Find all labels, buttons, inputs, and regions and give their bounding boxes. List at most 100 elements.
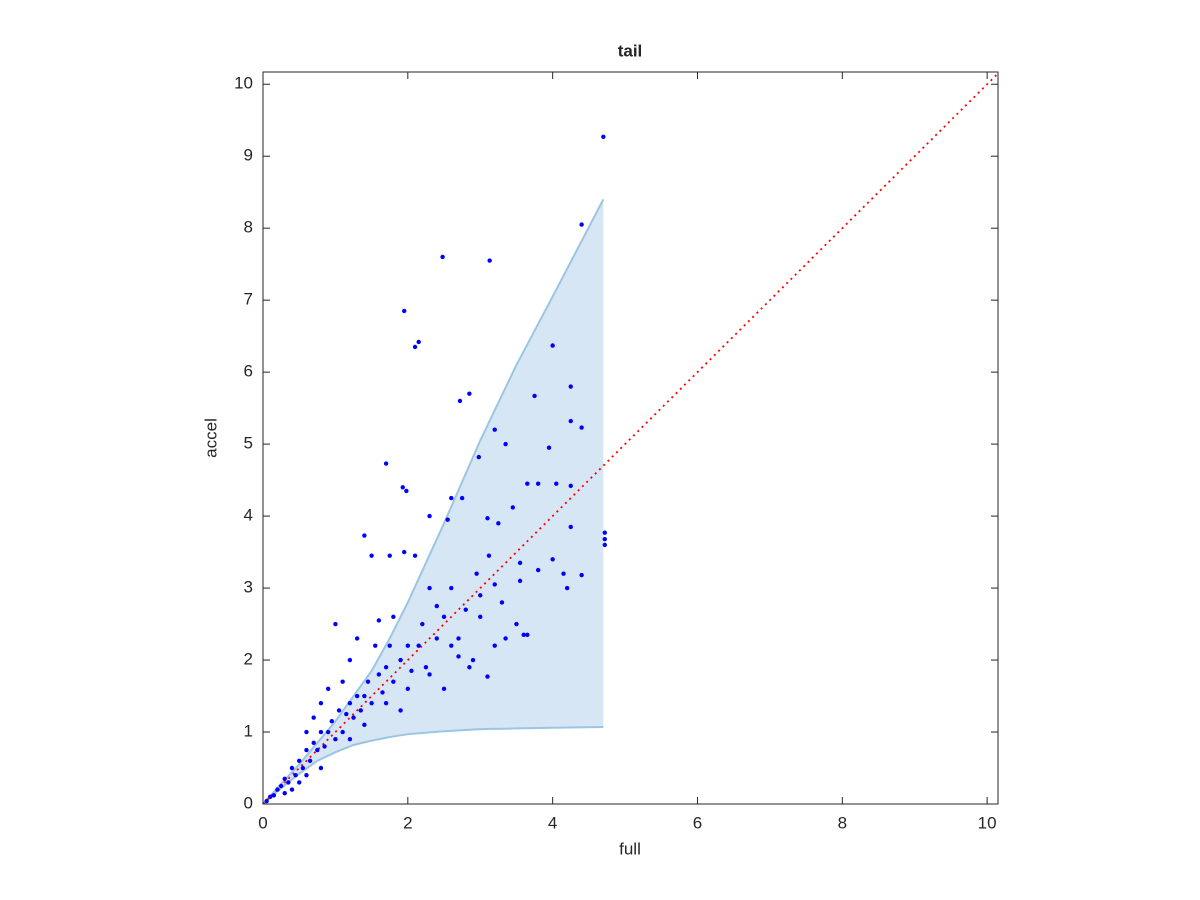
point <box>499 600 505 605</box>
y-tick-label: 10 <box>234 74 253 93</box>
point <box>383 461 389 466</box>
point <box>289 765 295 771</box>
point <box>476 454 481 460</box>
x-tick-label: 4 <box>548 813 557 832</box>
point <box>369 553 374 558</box>
band-lower-edge <box>262 725 604 805</box>
point <box>478 593 483 598</box>
point <box>333 737 338 742</box>
point <box>427 585 432 591</box>
point <box>485 516 490 521</box>
y-tick-label: 1 <box>244 722 253 741</box>
point <box>282 791 287 796</box>
point <box>568 384 573 389</box>
point <box>467 391 472 396</box>
point <box>517 560 523 566</box>
chart-title: tail <box>618 41 643 60</box>
point <box>297 758 302 764</box>
point <box>532 393 537 399</box>
point <box>400 485 405 490</box>
point <box>289 787 295 792</box>
point <box>434 603 439 609</box>
point <box>402 549 407 555</box>
point <box>503 636 508 641</box>
point <box>496 521 501 526</box>
point <box>510 505 516 510</box>
point <box>474 571 479 576</box>
x-tick-label: 6 <box>693 813 702 832</box>
point <box>561 571 566 576</box>
point <box>457 398 463 404</box>
point <box>564 585 570 591</box>
point <box>336 708 342 713</box>
point <box>373 643 378 648</box>
point <box>487 258 492 263</box>
band-upper-edge <box>262 198 605 805</box>
point <box>463 607 468 612</box>
point <box>286 780 291 785</box>
point <box>402 308 407 314</box>
y-tick-label: 2 <box>244 650 253 669</box>
point <box>376 672 382 677</box>
point <box>347 737 353 742</box>
point <box>318 729 324 735</box>
y-axis-label: accel <box>201 418 220 458</box>
point <box>445 517 450 522</box>
y-tick-label: 4 <box>244 506 253 525</box>
point <box>535 481 541 486</box>
point <box>300 765 306 771</box>
point <box>601 134 606 139</box>
point <box>329 719 334 724</box>
point <box>387 643 392 648</box>
point <box>405 643 411 648</box>
point <box>416 339 421 345</box>
point <box>579 572 584 578</box>
point <box>602 536 607 542</box>
point <box>297 780 302 785</box>
point <box>525 481 530 486</box>
point <box>427 672 432 677</box>
point <box>535 567 541 573</box>
y-tick-label: 0 <box>244 793 253 812</box>
point <box>416 643 421 648</box>
point <box>409 668 414 674</box>
y-tick-label: 5 <box>244 434 253 453</box>
point <box>449 585 454 591</box>
band-area <box>263 199 604 805</box>
point <box>485 674 490 679</box>
point <box>554 481 559 486</box>
point <box>264 798 269 804</box>
point <box>365 679 371 684</box>
point <box>268 794 273 800</box>
axes-box <box>262 71 999 805</box>
point <box>304 773 309 778</box>
point <box>271 793 277 798</box>
point <box>347 701 353 706</box>
point <box>358 708 363 713</box>
point <box>333 621 338 627</box>
x-axis-label: full <box>619 839 641 858</box>
x-tick-label: 8 <box>838 813 847 832</box>
point <box>340 729 345 735</box>
point <box>391 614 396 620</box>
point <box>579 425 584 430</box>
point <box>434 636 439 641</box>
point <box>467 665 472 670</box>
point <box>380 690 385 695</box>
point <box>369 701 374 706</box>
point <box>456 636 461 641</box>
point <box>293 773 298 778</box>
point <box>602 530 607 535</box>
point <box>311 740 316 746</box>
point <box>404 488 409 494</box>
point <box>318 701 324 706</box>
point <box>412 553 418 558</box>
y-tick-label: 3 <box>244 578 253 597</box>
point <box>322 744 327 749</box>
y-tick-label: 9 <box>244 146 253 165</box>
point <box>412 344 418 350</box>
point <box>550 557 555 562</box>
point <box>503 441 508 447</box>
point <box>304 747 309 753</box>
